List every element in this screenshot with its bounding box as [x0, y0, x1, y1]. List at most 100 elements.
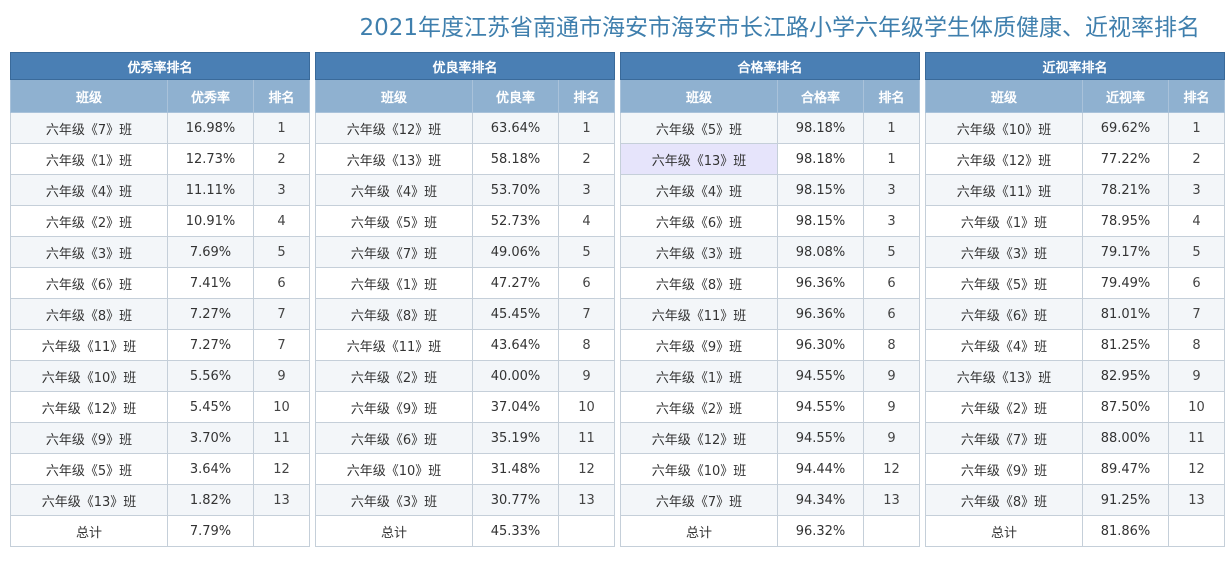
rate-cell: 96.36%	[777, 298, 864, 330]
pass-rate-panel: 合格率排名 班级 合格率 排名 六年级《5》班 98.18% 1 六年级《13》班 98.18%…	[619, 52, 921, 547]
total-rank-empty	[862, 515, 921, 547]
class-name-cell: 六年级《8》班	[925, 484, 1083, 516]
class-name-cell: 六年级《6》班	[10, 267, 168, 299]
table-row: 六年级《6》班 98.15% 3	[620, 205, 921, 237]
rate-cell: 30.77%	[472, 484, 559, 516]
rate-cell: 47.27%	[472, 267, 559, 299]
myopia-rate-panel: 近视率排名 班级 近视率 排名 六年级《10》班 69.62% 1 六年级《12》班 77.22…	[924, 52, 1226, 547]
class-name-cell: 六年级《13》班	[620, 143, 778, 175]
rate-cell: 88.00%	[1082, 422, 1169, 454]
rank-cell: 7	[252, 298, 311, 330]
table-row: 六年级《13》班 98.18% 1	[620, 143, 921, 175]
rank-cell: 3	[862, 174, 921, 206]
rate-cell: 52.73%	[472, 205, 559, 237]
rate-cell: 69.62%	[1082, 112, 1169, 144]
column-header-class: 班级	[10, 79, 168, 113]
rate-cell: 10.91%	[167, 205, 254, 237]
rank-cell: 8	[1167, 329, 1226, 361]
rate-cell: 53.70%	[472, 174, 559, 206]
class-name-cell: 六年级《7》班	[10, 112, 168, 144]
rank-cell: 12	[1167, 453, 1226, 485]
rank-cell: 9	[252, 360, 311, 392]
class-name-cell: 六年级《12》班	[10, 391, 168, 423]
class-name-cell: 六年级《1》班	[315, 267, 473, 299]
column-header-rank: 排名	[862, 79, 921, 113]
good-rate-panel: 优良率排名 班级 优良率 排名 六年级《12》班 63.64% 1 六年级《13》班 58.18…	[314, 52, 616, 547]
rate-cell: 16.98%	[167, 112, 254, 144]
rank-cell: 3	[252, 174, 311, 206]
column-header-class: 班级	[925, 79, 1083, 113]
rate-cell: 45.45%	[472, 298, 559, 330]
rate-cell: 98.18%	[777, 143, 864, 175]
column-header-rate: 优良率	[472, 79, 559, 113]
rate-cell: 78.21%	[1082, 174, 1169, 206]
table-title: 近视率排名	[924, 52, 1226, 80]
table-row: 六年级《7》班 49.06% 5	[315, 236, 616, 268]
table-title: 合格率排名	[619, 52, 921, 80]
class-name-cell: 六年级《2》班	[315, 360, 473, 392]
class-name-cell: 六年级《7》班	[620, 484, 778, 516]
rate-cell: 7.27%	[167, 329, 254, 361]
rank-cell: 12	[252, 453, 311, 485]
table-row: 六年级《4》班 53.70% 3	[315, 174, 616, 206]
rank-cell: 13	[862, 484, 921, 516]
class-name-cell: 六年级《11》班	[925, 174, 1083, 206]
rank-cell: 1	[557, 112, 616, 144]
class-name-cell: 六年级《9》班	[620, 329, 778, 361]
column-header-rate: 近视率	[1082, 79, 1169, 113]
page-title: 2021年度江苏省南通市海安市海安市长江路小学六年级学生体质健康、近视率排名	[359, 15, 1200, 41]
rank-cell: 9	[557, 360, 616, 392]
class-name-cell: 六年级《5》班	[925, 267, 1083, 299]
table-row: 六年级《2》班 94.55% 9	[620, 391, 921, 423]
class-name-cell: 六年级《6》班	[315, 422, 473, 454]
rate-cell: 7.27%	[167, 298, 254, 330]
rate-cell: 94.34%	[777, 484, 864, 516]
table-row: 六年级《1》班 12.73% 2	[10, 143, 311, 175]
rank-cell: 9	[862, 360, 921, 392]
rank-cell: 2	[557, 143, 616, 175]
class-name-cell: 六年级《5》班	[620, 112, 778, 144]
rate-cell: 94.44%	[777, 453, 864, 485]
class-name-cell: 六年级《2》班	[620, 391, 778, 423]
table-row: 六年级《10》班 69.62% 1	[925, 112, 1226, 144]
total-row: 总计 45.33%	[315, 515, 616, 547]
rank-cell: 3	[1167, 174, 1226, 206]
class-name-cell: 六年级《2》班	[925, 391, 1083, 423]
column-header-class: 班级	[315, 79, 473, 113]
table-row: 六年级《9》班 3.70% 11	[10, 422, 311, 454]
table-row: 六年级《11》班 7.27% 7	[10, 329, 311, 361]
rank-cell: 8	[862, 329, 921, 361]
rate-cell: 94.55%	[777, 360, 864, 392]
table-row: 六年级《8》班 91.25% 13	[925, 484, 1226, 516]
column-header-rate: 合格率	[777, 79, 864, 113]
class-name-cell: 六年级《1》班	[925, 205, 1083, 237]
table-title: 优秀率排名	[9, 52, 311, 80]
class-name-cell: 六年级《4》班	[925, 329, 1083, 361]
rate-cell: 12.73%	[167, 143, 254, 175]
class-name-cell: 六年级《5》班	[315, 205, 473, 237]
class-name-cell: 六年级《3》班	[620, 236, 778, 268]
class-name-cell: 六年级《8》班	[10, 298, 168, 330]
rank-cell: 2	[1167, 143, 1226, 175]
rank-cell: 6	[252, 267, 311, 299]
total-label: 总计	[620, 515, 778, 547]
rate-cell: 63.64%	[472, 112, 559, 144]
rank-cell: 1	[862, 143, 921, 175]
class-name-cell: 六年级《2》班	[10, 205, 168, 237]
rank-cell: 6	[1167, 267, 1226, 299]
table-row: 六年级《11》班 43.64% 8	[315, 329, 616, 361]
table-row: 六年级《12》班 77.22% 2	[925, 143, 1226, 175]
rate-cell: 1.82%	[167, 484, 254, 516]
rank-cell: 13	[1167, 484, 1226, 516]
rank-cell: 13	[557, 484, 616, 516]
total-rank-empty	[252, 515, 311, 547]
table-row: 六年级《3》班 30.77% 13	[315, 484, 616, 516]
rate-cell: 98.15%	[777, 174, 864, 206]
class-name-cell: 六年级《4》班	[10, 174, 168, 206]
table-row: 六年级《2》班 40.00% 9	[315, 360, 616, 392]
rate-cell: 35.19%	[472, 422, 559, 454]
rate-cell: 96.30%	[777, 329, 864, 361]
rate-cell: 37.04%	[472, 391, 559, 423]
class-name-cell: 六年级《9》班	[10, 422, 168, 454]
table-row: 六年级《1》班 47.27% 6	[315, 267, 616, 299]
